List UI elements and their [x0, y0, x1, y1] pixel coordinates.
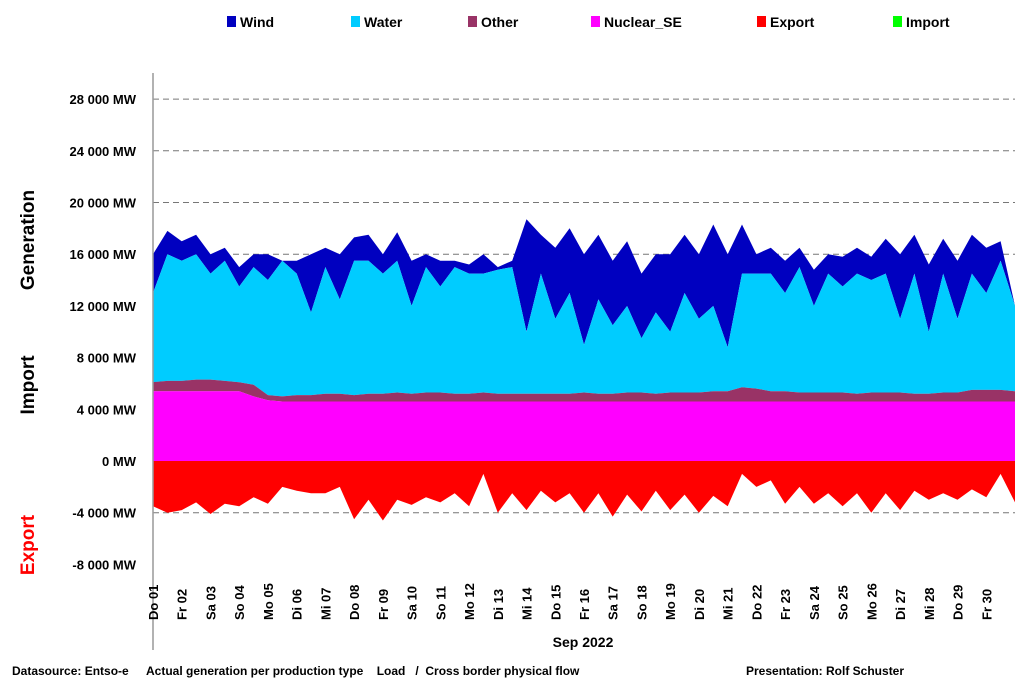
x-tick-label: Mo 19 [663, 583, 678, 620]
x-tick-label: Fr 02 [175, 589, 190, 620]
legend-swatch-nuclear_se [591, 16, 600, 27]
x-tick-label: Sa 10 [405, 586, 420, 620]
area-other [153, 379, 1015, 402]
x-axis-label: Sep 2022 [553, 634, 614, 650]
legend-swatch-other [468, 16, 477, 27]
x-tick-label: Do 01 [146, 585, 161, 620]
footer-source-detail: Actual generation per production type Lo… [146, 664, 580, 678]
x-tick-label: Di 13 [491, 589, 506, 620]
legend-label: Water [364, 14, 403, 30]
x-tick-label: Fr 09 [376, 589, 391, 620]
y-tick-label: 16 000 MW [70, 247, 137, 262]
footer-source: Datasource: Entso-e [12, 664, 129, 678]
y-tick-label: 4 000 MW [77, 402, 137, 417]
x-tick-label: Mi 21 [721, 587, 736, 620]
legend-swatch-wind [227, 16, 236, 27]
y-tick-label: 0 MW [102, 454, 137, 469]
legend-label: Wind [240, 14, 274, 30]
legend-label: Nuclear_SE [604, 14, 682, 30]
area-wind [153, 219, 1015, 348]
y-tick-label: 20 000 MW [70, 196, 137, 211]
x-tick-label: Do 15 [548, 585, 563, 620]
x-tick-label: Mo 26 [864, 583, 879, 620]
x-tick-label: Di 06 [290, 589, 305, 620]
y-tick-label: 28 000 MW [70, 92, 137, 107]
legend: Wind Water Other Nuclear_SE Export Import [227, 14, 950, 30]
x-tick-label: Di 27 [893, 589, 908, 620]
x-tick-label: Do 08 [347, 585, 362, 620]
x-tick-label: Mi 14 [520, 587, 535, 620]
x-tick-label: Mo 12 [462, 583, 477, 620]
x-tick-label: So 25 [836, 585, 851, 620]
footer-presentation: Presentation: Rolf Schuster [746, 664, 904, 678]
y-ticks: 28 000 MW 24 000 MW 20 000 MW 16 000 MW 12 0… [70, 92, 137, 572]
x-tick-label: Sa 24 [807, 585, 822, 620]
x-tick-label: Fr 23 [778, 589, 793, 620]
area-water [153, 254, 1015, 397]
x-tick-label: So 11 [433, 586, 448, 620]
legend-label: Other [481, 14, 519, 30]
y-tick-label: -8 000 MW [72, 557, 136, 572]
y-tick-label: 24 000 MW [70, 144, 137, 159]
legend-swatch-export [757, 16, 766, 27]
x-ticks: Do 01 Fr 02 Sa 03 So 04 Mo 05 Di 06 Mi 07 Do 08… [146, 583, 994, 620]
y-tick-label: -4 000 MW [72, 506, 136, 521]
x-tick-label: Di 20 [692, 589, 707, 620]
x-tick-label: Mi 28 [922, 587, 937, 620]
legend-swatch-water [351, 16, 360, 27]
x-tick-label: Sa 03 [203, 586, 218, 620]
x-tick-label: Sa 17 [606, 586, 621, 620]
area-export [153, 461, 1015, 521]
areas [153, 219, 1015, 521]
y-title-export: Export [18, 514, 39, 575]
y-tick-label: 12 000 MW [70, 299, 137, 314]
legend-label: Import [906, 14, 950, 30]
x-tick-label: Mo 05 [261, 583, 276, 620]
x-tick-label: Fr 30 [979, 589, 994, 620]
x-tick-label: Do 29 [951, 585, 966, 620]
x-tick-label: So 04 [232, 585, 247, 620]
x-tick-label: So 18 [634, 585, 649, 620]
y-title-import: Import [18, 355, 39, 415]
legend-swatch-import [893, 16, 902, 27]
x-tick-label: Do 22 [749, 585, 764, 620]
x-tick-label: Mi 07 [318, 587, 333, 620]
y-tick-label: 8 000 MW [77, 351, 137, 366]
y-title-generation: Generation [18, 190, 39, 290]
legend-label: Export [770, 14, 815, 30]
area-nuclear-se [153, 391, 1015, 461]
x-tick-label: Fr 16 [577, 589, 592, 620]
